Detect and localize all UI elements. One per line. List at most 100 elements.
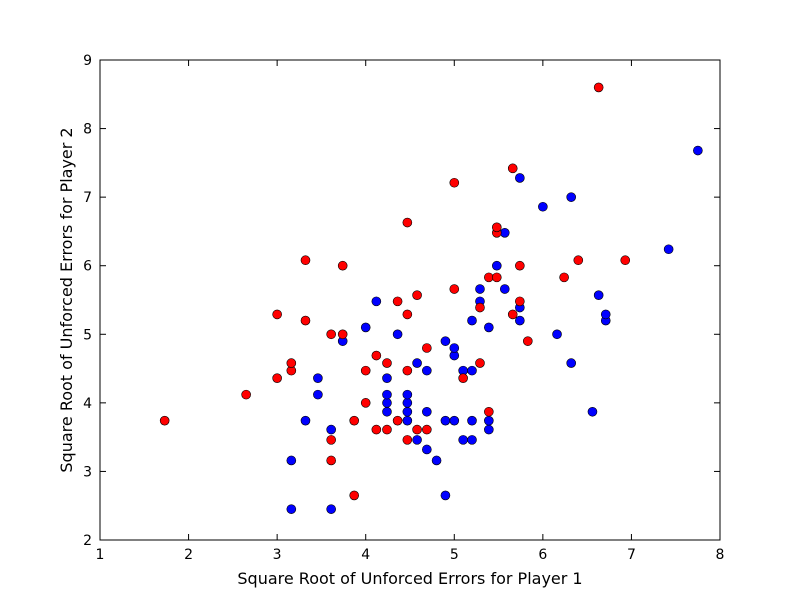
data-point-series-2 (475, 302, 485, 313)
data-point-series-1 (402, 406, 413, 417)
data-point-series-2 (272, 373, 282, 383)
data-point-series-1 (449, 415, 460, 426)
points-layer (159, 82, 703, 514)
x-tick-label: 2 (184, 547, 193, 563)
data-point-series-2 (458, 373, 468, 383)
data-point-series-2 (382, 358, 392, 368)
data-point-series-1 (440, 490, 451, 501)
data-point-series-2 (360, 365, 371, 376)
data-point-series-2 (522, 336, 533, 346)
data-point-series-2 (241, 389, 251, 400)
data-point-series-2 (272, 309, 282, 320)
x-tick-label: 3 (273, 547, 282, 563)
y-tick-label: 7 (83, 190, 92, 206)
data-point-series-1 (515, 315, 525, 326)
data-point-series-1 (422, 365, 432, 376)
y-tick-label: 4 (83, 396, 92, 412)
data-point-series-2 (326, 329, 336, 340)
data-point-series-1 (566, 192, 577, 202)
data-point-series-1 (515, 173, 525, 183)
x-axis-label: Square Root of Unforced Errors for Playe… (237, 569, 582, 588)
data-point-series-2 (371, 350, 382, 361)
data-point-series-2 (371, 424, 382, 435)
data-point-series-2 (559, 272, 569, 283)
data-point-series-1 (286, 455, 297, 466)
data-point-series-1 (371, 296, 382, 307)
data-point-series-2 (412, 424, 422, 435)
data-point-series-1 (587, 406, 598, 417)
y-tick-label: 8 (83, 122, 92, 138)
y-tick-label: 3 (83, 464, 92, 480)
data-point-series-1 (566, 358, 577, 368)
data-point-series-2 (300, 255, 311, 266)
data-point-series-1 (422, 444, 432, 455)
x-tick-label: 6 (538, 547, 547, 563)
data-point-series-1 (538, 201, 548, 212)
data-point-series-1 (600, 309, 611, 320)
data-point-series-1 (552, 329, 562, 340)
data-point-series-1 (360, 322, 371, 333)
x-tick-label: 8 (716, 547, 725, 563)
y-axis-label: Square Root of Unforced Errors for Playe… (57, 127, 76, 472)
data-point-series-2 (507, 163, 518, 174)
data-point-series-2 (402, 435, 413, 445)
x-tick-label: 5 (450, 547, 459, 563)
data-point-series-2 (491, 222, 502, 233)
y-tick-label: 6 (83, 259, 92, 275)
data-point-series-2 (491, 272, 502, 283)
data-point-series-2 (300, 315, 311, 326)
data-point-series-1 (663, 244, 674, 255)
data-point-series-2 (286, 358, 297, 368)
data-point-series-2 (475, 358, 485, 368)
data-point-series-2 (349, 415, 360, 426)
data-point-series-1 (382, 406, 392, 417)
data-point-series-1 (475, 284, 485, 294)
data-point-series-2 (484, 272, 494, 283)
data-point-series-1 (449, 343, 460, 353)
data-point-series-1 (467, 415, 477, 426)
data-point-series-2 (449, 284, 460, 294)
data-point-series-2 (422, 343, 432, 353)
data-point-series-2 (337, 329, 348, 340)
data-point-series-2 (422, 424, 432, 435)
data-point-series-1 (499, 228, 510, 238)
data-point-series-2 (392, 415, 403, 426)
data-point-series-1 (382, 398, 392, 408)
x-tick-label: 4 (361, 547, 370, 563)
data-point-series-2 (382, 424, 392, 435)
data-point-series-1 (402, 415, 413, 426)
data-point-series-1 (440, 415, 451, 426)
data-point-series-2 (515, 260, 525, 271)
data-point-series-2 (326, 435, 336, 445)
data-point-series-1 (313, 373, 323, 383)
data-point-series-1 (484, 424, 494, 435)
data-point-series-2 (449, 177, 460, 188)
data-point-series-2 (326, 455, 336, 466)
data-point-series-1 (467, 315, 477, 326)
data-point-series-1 (431, 455, 442, 466)
data-point-series-2 (484, 406, 494, 417)
data-point-series-1 (382, 389, 392, 400)
data-point-series-2 (593, 82, 604, 93)
data-point-series-1 (326, 504, 336, 514)
x-tick-label: 1 (96, 547, 105, 563)
data-point-series-1 (458, 435, 468, 445)
data-point-series-2 (349, 490, 360, 501)
data-point-series-1 (467, 435, 477, 445)
y-tick-label: 9 (83, 53, 92, 69)
data-point-series-1 (491, 260, 502, 271)
y-tick-label: 5 (83, 327, 92, 343)
data-point-series-2 (573, 255, 584, 266)
data-point-series-2 (392, 296, 403, 307)
data-point-series-1 (412, 435, 422, 445)
data-point-series-1 (499, 284, 510, 294)
data-point-series-2 (402, 365, 413, 376)
data-point-series-1 (382, 373, 392, 383)
data-point-series-1 (392, 329, 403, 340)
data-point-series-1 (412, 358, 422, 368)
y-tick-label: 2 (83, 533, 92, 549)
data-point-series-1 (484, 322, 494, 333)
plot-frame (99, 59, 721, 541)
